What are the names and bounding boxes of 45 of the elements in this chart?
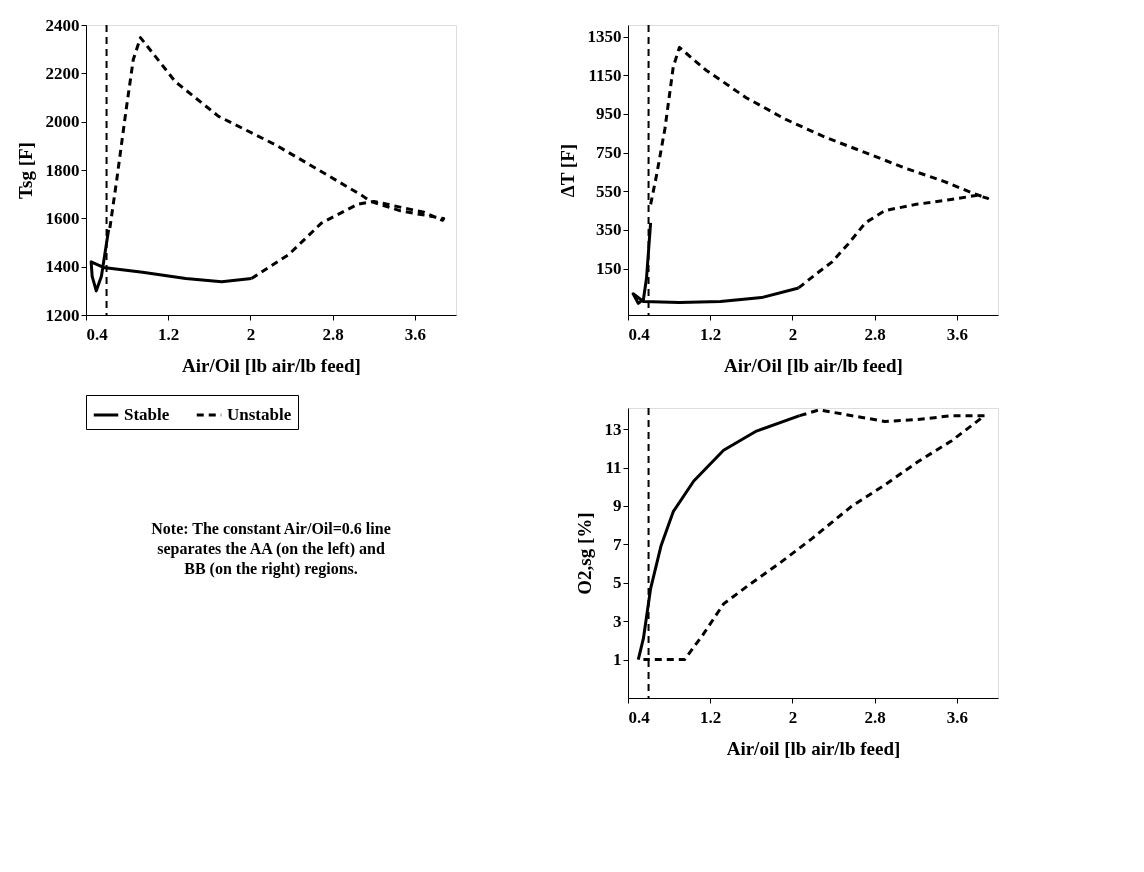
y-tick-label: 1400 — [45, 257, 80, 277]
x-tick-label: 1.2 — [700, 707, 722, 727]
y-tick-label: 7 — [613, 534, 622, 554]
x-tick-label: 2.8 — [864, 324, 886, 344]
y-tick-label: 350 — [596, 220, 622, 240]
y-tick-label: 3 — [613, 611, 622, 631]
y-tick-label: 9 — [613, 496, 622, 516]
x-tick-label: 3.6 — [404, 324, 427, 344]
x-tick-label: 1.2 — [158, 324, 180, 344]
y-tick-label: 2200 — [45, 63, 80, 83]
y-tick-label: 950 — [596, 104, 622, 124]
x-tick-label: 0.4 — [628, 707, 651, 727]
x-axis-title: Air/Oil [lb air/lb feed] — [724, 354, 903, 376]
legend-label: Stable — [124, 405, 170, 424]
y-tick-label: 5 — [613, 573, 622, 593]
y-tick-label: 1800 — [45, 160, 80, 180]
x-tick-label: 0.4 — [86, 324, 109, 344]
y-tick-label: 550 — [596, 181, 622, 201]
y-tick-label: 13 — [604, 419, 622, 439]
x-tick-label: 0.4 — [628, 324, 651, 344]
x-tick-label: 3.6 — [946, 324, 969, 344]
legend-label: Unstable — [227, 405, 292, 424]
x-tick-label: 2.8 — [322, 324, 344, 344]
y-tick-label: 1150 — [588, 65, 622, 85]
x-tick-label: 2 — [788, 707, 798, 727]
x-tick-label: 2 — [246, 324, 256, 344]
x-tick-label: 2 — [788, 324, 798, 344]
x-tick-label: 1.2 — [700, 324, 722, 344]
x-axis-title: Air/oil [lb air/lb feed] — [726, 737, 901, 759]
y-tick-label: 1200 — [45, 305, 80, 325]
y-tick-label: 2400 — [45, 15, 80, 35]
y-tick-label: 1350 — [587, 27, 622, 47]
y-tick-label: 1600 — [45, 208, 80, 228]
y-axis-title: ΔT [F] — [556, 143, 578, 198]
text: Note: The constant Air/Oil=0.6 line separates the AA (on the left) and BB (on the right) regions. — [151, 520, 391, 578]
y-tick-label: 150 — [596, 259, 622, 279]
y-tick-label: 2000 — [45, 112, 80, 132]
y-tick-label: 1 — [613, 650, 622, 670]
y-axis-title: Tsg [F] — [14, 142, 36, 199]
x-axis-title: Air/Oil [lb air/lb feed] — [182, 354, 361, 376]
y-tick-label: 750 — [596, 143, 622, 163]
x-tick-label: 3.6 — [946, 707, 969, 727]
y-tick-label: 11 — [605, 458, 622, 478]
y-axis-title: O2,sg [%] — [573, 512, 595, 595]
x-tick-label: 2.8 — [864, 707, 886, 727]
